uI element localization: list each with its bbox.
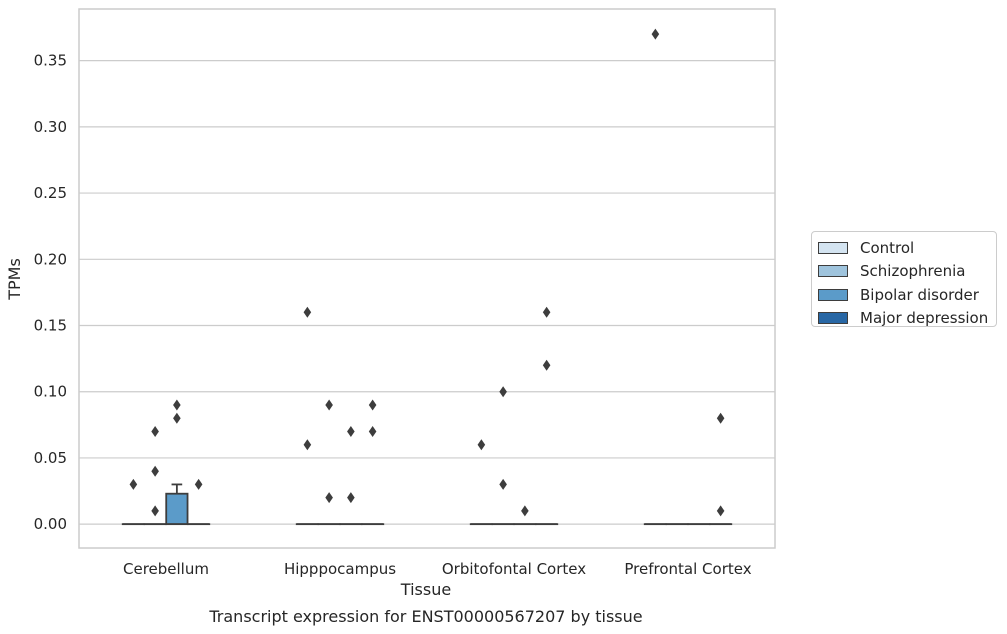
legend: Control Schizophrenia Bipolar disorder Majo… xyxy=(811,231,997,327)
x-tick-labels: Cerebellum Hipppocampus Orbitofontal Corte… xyxy=(123,560,752,578)
y-tick-label: 0.00 xyxy=(34,515,67,533)
legend-label: Control xyxy=(860,238,915,257)
y-tick-labels: 0.00 0.05 0.10 0.15 0.20 0.25 0.30 0.35 xyxy=(34,52,67,534)
outlier-point xyxy=(368,425,377,437)
gridlines xyxy=(79,60,775,525)
outlier-point xyxy=(173,412,181,424)
x-tick-label: Hipppocampus xyxy=(284,560,396,578)
legend-item: Schizophrenia xyxy=(818,260,990,284)
legend-label: Bipolar disorder xyxy=(860,285,979,304)
figure-caption: Transcript expression for ENST0000056720… xyxy=(208,607,642,626)
outlier-point xyxy=(151,425,159,437)
x-axis-label: Tissue xyxy=(400,580,451,599)
legend-label: Major depression xyxy=(860,309,989,328)
x-tick-label: Orbitofontal Cortex xyxy=(442,560,586,578)
y-tick-label: 0.25 xyxy=(34,184,67,202)
legend-item: Control xyxy=(818,236,990,260)
y-tick-label: 0.35 xyxy=(34,52,67,70)
outlier-point xyxy=(499,386,507,398)
y-tick-label: 0.05 xyxy=(34,449,67,467)
outlier-point xyxy=(303,439,312,451)
box-group xyxy=(317,399,341,526)
box-group xyxy=(295,306,319,526)
outlier-point xyxy=(173,399,181,411)
y-tick-label: 0.15 xyxy=(34,317,67,335)
legend-swatch xyxy=(818,288,848,301)
y-tick-label: 0.10 xyxy=(34,383,67,401)
outlier-point xyxy=(347,492,355,504)
box xyxy=(165,492,189,526)
outlier-point xyxy=(325,399,333,411)
outlier-point xyxy=(194,478,203,490)
box-marks xyxy=(121,28,733,526)
box-group xyxy=(339,425,363,526)
y-tick-label: 0.20 xyxy=(34,250,67,268)
box-group xyxy=(513,505,537,526)
legend-swatch xyxy=(818,241,848,254)
box-group xyxy=(469,439,493,526)
legend-swatch xyxy=(818,312,848,325)
box-group xyxy=(643,28,667,526)
y-tick-label: 0.30 xyxy=(34,118,67,136)
outlier-point xyxy=(325,492,333,504)
box-group xyxy=(187,478,211,526)
box-group xyxy=(709,412,733,526)
outlier-point xyxy=(347,425,355,437)
outlier-point xyxy=(716,505,725,517)
box-group xyxy=(535,306,559,526)
outlier-point xyxy=(151,505,159,517)
outlier-point xyxy=(521,505,529,517)
y-axis-label: TPMs xyxy=(5,258,24,301)
x-tick-label: Prefrontal Cortex xyxy=(624,560,751,578)
outlier-point xyxy=(151,465,159,477)
legend-swatch xyxy=(818,265,848,278)
plot-frame xyxy=(78,8,776,549)
outlier-point xyxy=(716,412,725,424)
box-group xyxy=(143,425,167,526)
outlier-point xyxy=(499,478,507,490)
box-group xyxy=(121,478,145,526)
box-group xyxy=(361,399,385,526)
x-tick-label: Cerebellum xyxy=(123,560,209,578)
outlier-point xyxy=(477,439,486,451)
legend-label: Schizophrenia xyxy=(860,262,966,281)
legend-item: Major depression xyxy=(818,307,990,331)
box-group xyxy=(165,399,189,526)
outlier-point xyxy=(542,359,551,371)
outlier-point xyxy=(303,306,312,318)
box-group xyxy=(491,386,515,526)
outlier-point xyxy=(542,306,551,318)
legend-item: Bipolar disorder xyxy=(818,283,990,307)
outlier-point xyxy=(129,478,138,490)
outlier-point xyxy=(651,28,660,40)
outlier-point xyxy=(368,399,377,411)
